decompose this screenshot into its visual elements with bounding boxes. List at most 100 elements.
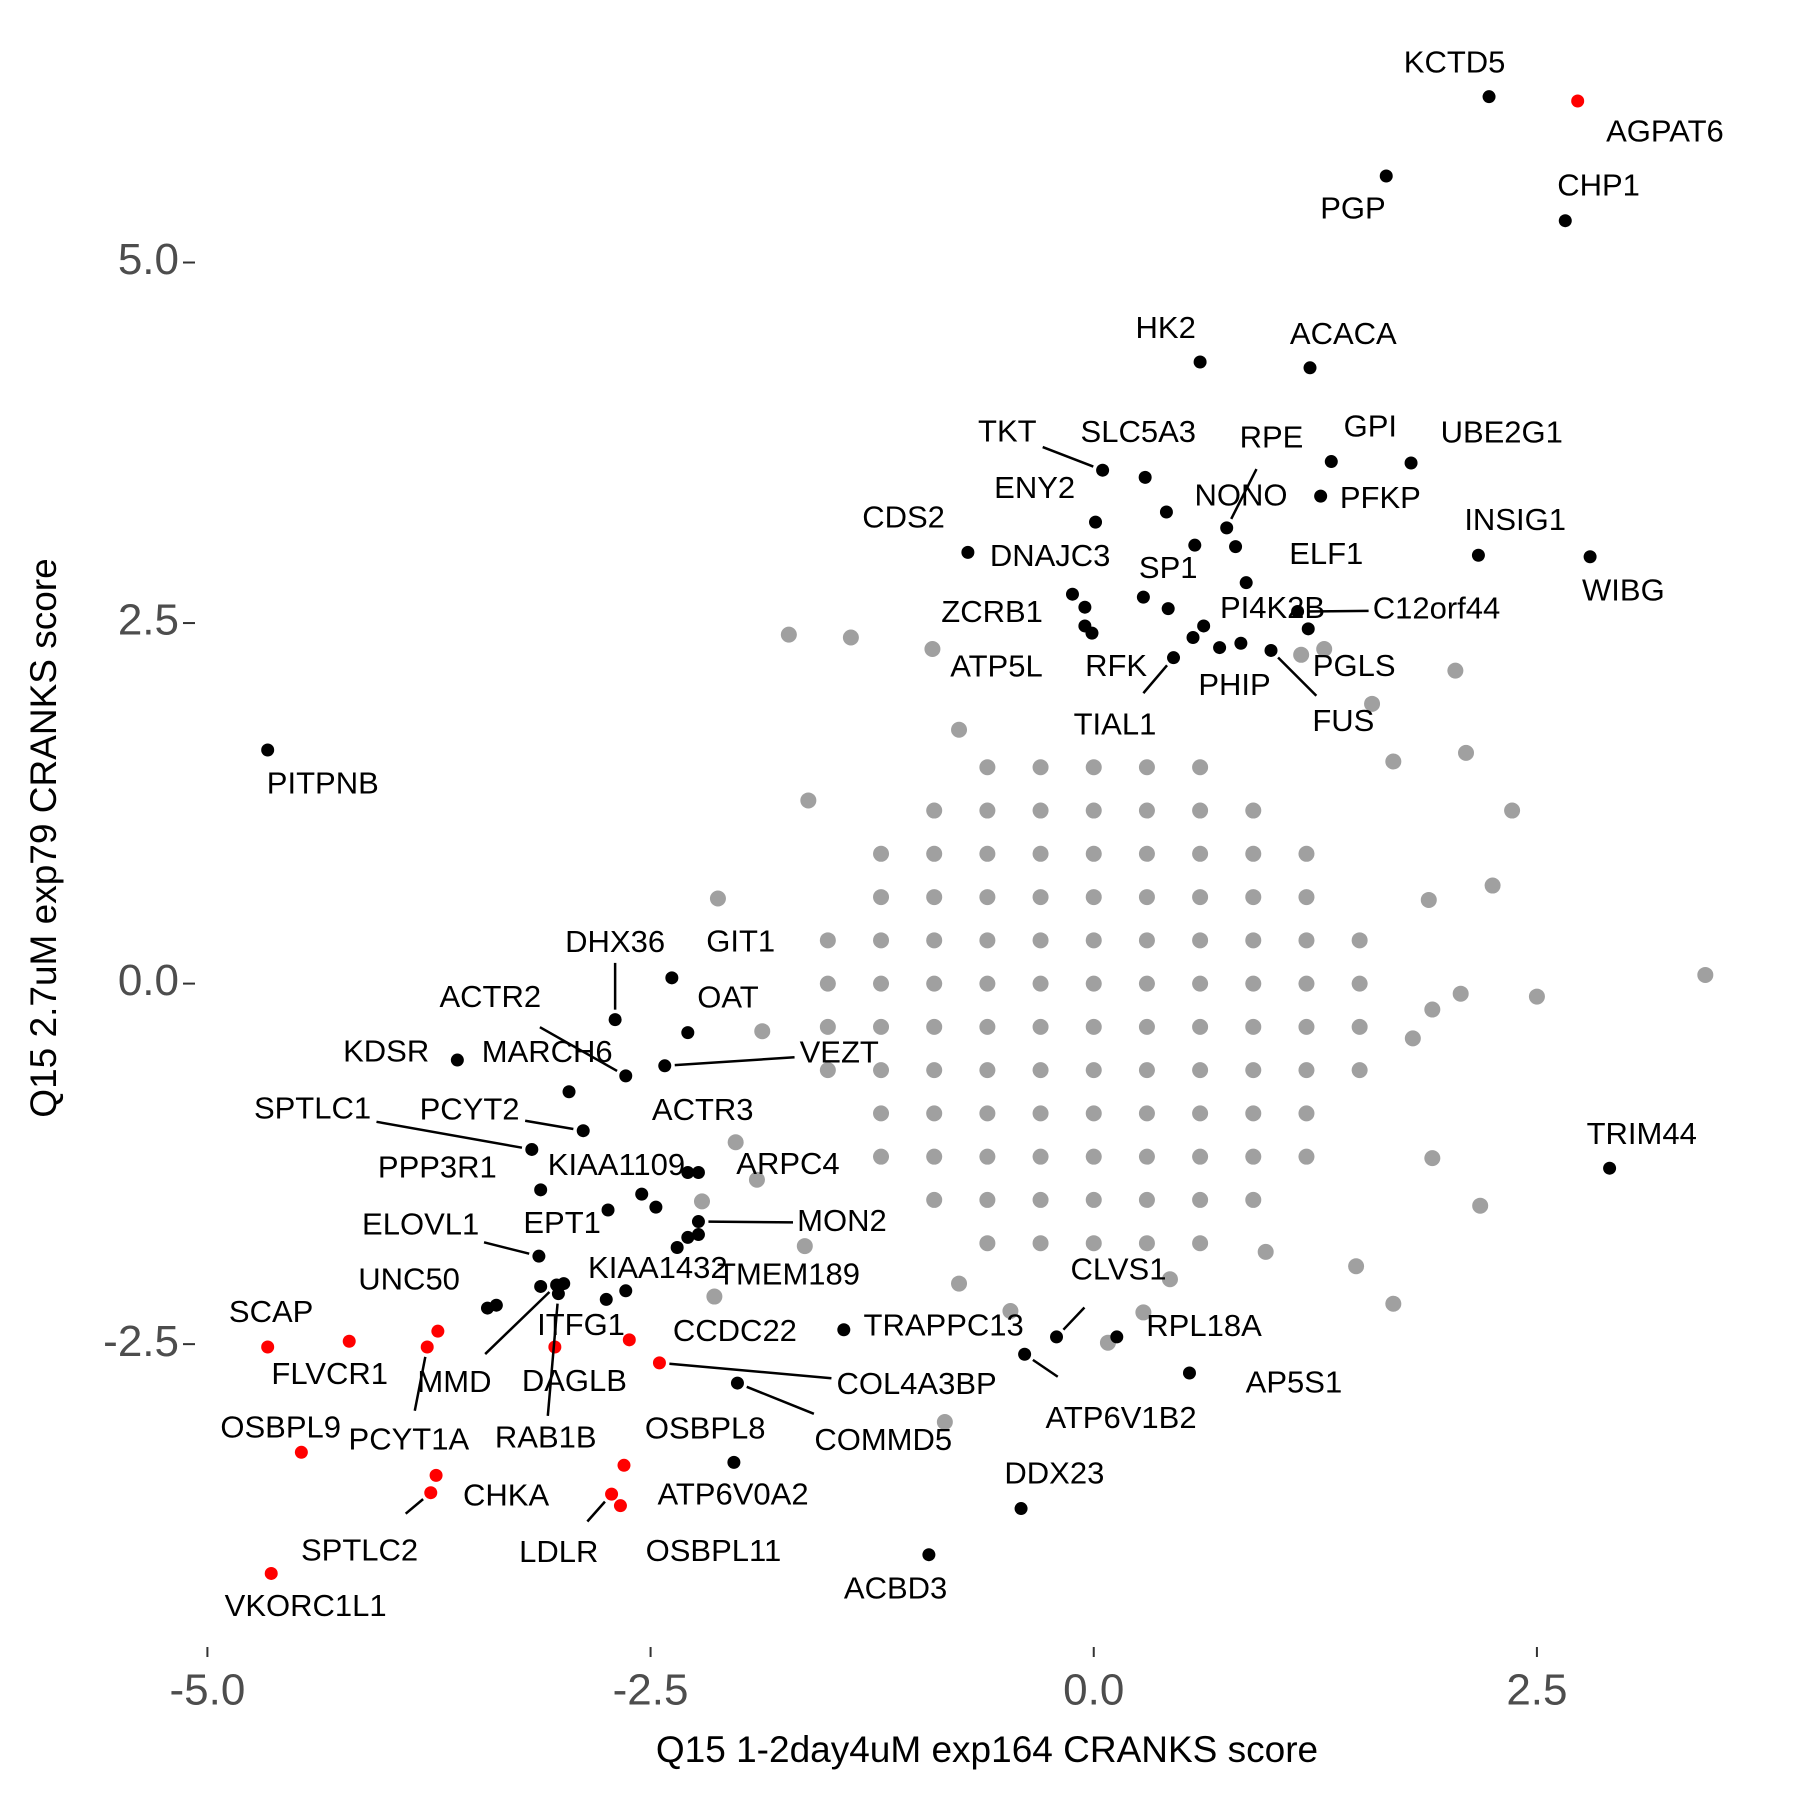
point-label: AGPAT6 <box>1606 113 1724 148</box>
point-label: PI4K2B <box>1220 590 1325 625</box>
point <box>1032 1105 1049 1122</box>
point-label: OSBPL11 <box>646 1533 782 1568</box>
point <box>608 1013 622 1027</box>
point <box>1558 214 1572 228</box>
point <box>1182 1366 1196 1380</box>
point <box>1138 802 1155 819</box>
point <box>1447 662 1464 679</box>
point <box>1264 643 1278 657</box>
point <box>1229 540 1243 554</box>
point <box>1032 975 1049 992</box>
point <box>1424 1150 1441 1167</box>
point <box>1697 966 1714 983</box>
point <box>1324 455 1338 469</box>
point <box>1351 975 1368 992</box>
leader-line <box>1142 664 1168 694</box>
point <box>1379 169 1393 183</box>
point <box>926 1191 943 1208</box>
point <box>429 1468 443 1482</box>
point <box>1472 1197 1489 1214</box>
point <box>1167 651 1181 665</box>
leader-line <box>708 1220 794 1224</box>
point <box>979 975 996 992</box>
point <box>979 1148 996 1165</box>
point-label: ITFG1 <box>537 1307 625 1342</box>
point <box>681 1230 695 1244</box>
point <box>979 1191 996 1208</box>
point-label: DAGLB <box>522 1363 627 1398</box>
point-label: C12orf44 <box>1373 591 1501 626</box>
point <box>873 889 890 906</box>
point-label: DDX23 <box>1004 1455 1104 1490</box>
point-label: KIAA1109 <box>548 1147 685 1182</box>
point <box>294 1445 308 1459</box>
point <box>926 889 943 906</box>
point <box>1085 932 1102 949</box>
point <box>649 1200 663 1214</box>
point-label: DHX36 <box>565 924 665 959</box>
leader-line <box>484 1291 551 1355</box>
point-label: FLVCR1 <box>271 1356 388 1391</box>
y-tick-label: -2.5 <box>103 1317 179 1366</box>
y-axis-title: Q15 2.7uM exp79 CRANKS score <box>23 558 64 1117</box>
point <box>1298 845 1315 862</box>
point <box>926 1062 943 1079</box>
point <box>727 1455 741 1469</box>
point-label: PCYT1A <box>349 1421 470 1456</box>
point <box>1085 759 1102 776</box>
point <box>1385 753 1402 770</box>
point <box>342 1334 356 1348</box>
point <box>1002 1302 1019 1319</box>
point <box>1085 1148 1102 1165</box>
point-label: TRIM44 <box>1587 1116 1697 1151</box>
point-label: KIAA1432 <box>588 1250 728 1285</box>
point-label: MON2 <box>797 1203 887 1238</box>
point <box>936 1414 953 1431</box>
point-label: SPTLC2 <box>301 1533 418 1568</box>
point <box>1096 463 1110 477</box>
point <box>525 1142 539 1156</box>
leader-line <box>483 1241 530 1255</box>
point-label: PHIP <box>1198 667 1270 702</box>
point <box>1192 1235 1209 1252</box>
point <box>979 1018 996 1035</box>
point <box>1089 515 1103 529</box>
point <box>1298 1062 1315 1079</box>
point <box>979 932 996 949</box>
point-label: ATP5L <box>950 649 1042 684</box>
point <box>532 1249 546 1263</box>
point <box>670 1241 684 1255</box>
point-label: ZCRB1 <box>941 594 1043 629</box>
point-label: ENY2 <box>994 470 1075 505</box>
point <box>1085 1105 1102 1122</box>
point <box>754 1023 771 1040</box>
point-label: MARCH6 <box>482 1034 613 1069</box>
point <box>1291 605 1305 619</box>
point <box>1245 1191 1262 1208</box>
point <box>681 1166 695 1180</box>
point <box>1245 889 1262 906</box>
point <box>1571 94 1585 108</box>
point <box>1192 1062 1209 1079</box>
point <box>979 802 996 819</box>
point-label: NONO <box>1195 477 1288 512</box>
point <box>1032 759 1049 776</box>
point <box>622 1333 636 1347</box>
point <box>658 1059 672 1073</box>
point-label: UBE2G1 <box>1441 414 1563 449</box>
point <box>819 1062 836 1079</box>
point <box>1303 361 1317 375</box>
point-label: INSIG1 <box>1464 502 1566 537</box>
point <box>261 743 275 757</box>
leader-line <box>539 1026 618 1073</box>
point <box>1085 1018 1102 1035</box>
point <box>979 1235 996 1252</box>
point <box>1245 1018 1262 1035</box>
point-label: RPL18A <box>1146 1308 1262 1343</box>
point <box>601 1203 615 1217</box>
point <box>730 1376 744 1390</box>
point <box>873 975 890 992</box>
point <box>1138 889 1155 906</box>
point <box>1245 1105 1262 1122</box>
point <box>1245 845 1262 862</box>
